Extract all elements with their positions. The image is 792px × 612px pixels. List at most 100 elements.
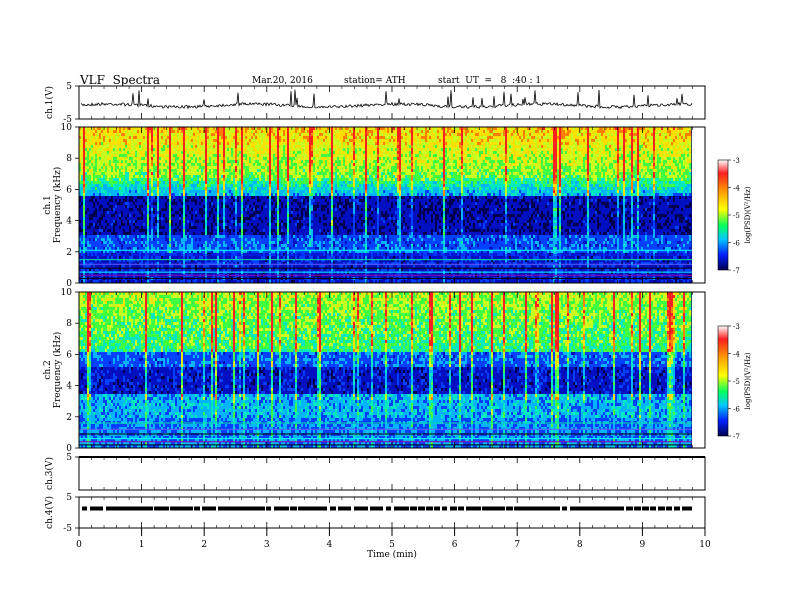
x-tick-label: 2 (201, 540, 207, 550)
ch4-trace-segment (570, 506, 578, 511)
ch4-trace-segment (482, 506, 491, 511)
ch1-spectrogram-panel (78, 126, 706, 284)
ch4-trace-segment (346, 506, 351, 511)
colorbar-label: log(PSD)(V²/Hz) (744, 352, 752, 409)
ch4-trace-segment (322, 506, 327, 511)
ch4-trace-segment (226, 506, 235, 511)
ch4-trace-segment (258, 506, 265, 511)
ch4-trace-segment (450, 506, 457, 511)
colorbar-label: log(PSD)(V²/Hz) (744, 186, 752, 243)
ch4-trace-segment (282, 506, 289, 511)
ch4-trace-segment (154, 506, 162, 511)
y-axis-label: ch.1(V) (44, 86, 55, 119)
ch4-trace-segment (410, 506, 417, 511)
colorbar-gradient (717, 325, 729, 437)
ch4-trace-segment (618, 506, 624, 511)
ch4-trace-segment (362, 506, 368, 511)
ch4-trace-segment (466, 506, 474, 511)
y-tick-label: 5 (66, 493, 72, 503)
colorbar-tick-label: -3 (733, 323, 740, 331)
y-axis-label: Frequency (kHz) (52, 332, 63, 409)
y-tick-label: 4 (66, 217, 72, 227)
y-tick-label: 4 (66, 382, 72, 392)
ch4-trace-segment (194, 506, 200, 511)
ch4-trace-segment (218, 506, 226, 511)
ch4-trace-segment (586, 506, 595, 511)
ch4-trace-segment (306, 506, 314, 511)
ch4-trace-segment (394, 506, 402, 511)
ch4-trace-segment (114, 506, 122, 511)
y-tick-label: 10 (61, 288, 73, 298)
ch4-trace-segment (634, 506, 641, 511)
ch2-colorbar: -3 -4 -5 -6 -7 log(PSD)(V²/Hz) (717, 323, 752, 441)
colorbar-tick-label: -3 (733, 157, 740, 165)
x-tick-label: 7 (514, 540, 520, 550)
ch4-trace-segment (178, 506, 186, 511)
colorbar-tick-label: -5 (733, 212, 740, 220)
station-label: station= ATH (344, 76, 406, 86)
ch4-trace-segment (146, 506, 153, 511)
ch4-trace-segment (658, 506, 665, 511)
ch4-trace-segment (162, 506, 169, 511)
ch4-trace-segment (642, 506, 649, 511)
ch4-trace-segment (314, 506, 323, 511)
x-tick-label: 6 (452, 540, 458, 550)
ch1-colorbar: -3 -4 -5 -6 -7 log(PSD)(V²/Hz) (717, 157, 752, 275)
ch4-waveform-trace (82, 506, 692, 511)
ch4-trace-segment (250, 506, 259, 511)
y-axis-label: Frequency (kHz) (52, 167, 63, 244)
x-tick-label: 8 (577, 540, 583, 550)
ch4-trace-segment (554, 506, 560, 511)
ch1-waveform-trace (80, 89, 693, 110)
ch4-trace-segment (546, 506, 555, 511)
ch4-trace-segment (378, 506, 383, 511)
ch4-trace-segment (562, 506, 567, 511)
colorbar-tick-label: -6 (733, 240, 740, 248)
date-label: Mar.20, 2016 (252, 76, 313, 86)
ch4-trace-segment (498, 506, 505, 511)
ch4-trace-segment (90, 506, 99, 511)
ch4-trace-segment (666, 506, 672, 511)
ch4-trace-segment (370, 506, 378, 511)
ch4-trace-segment (418, 506, 425, 511)
x-axis-label: Time (min) (367, 549, 417, 560)
ch4-trace-segment (106, 506, 114, 511)
ch4-trace-segment (594, 506, 602, 511)
ch4-trace-segment (578, 506, 586, 511)
ch4-trace-segment (610, 506, 618, 511)
y-tick-label: 0 (66, 444, 72, 454)
y-tick-label: 10 (61, 123, 73, 133)
colorbar-tick-label: -7 (733, 433, 740, 441)
chart-title: VLF Spectra (80, 73, 160, 87)
x-tick-label: 10 (699, 540, 711, 550)
ch4-trace-segment (674, 506, 680, 511)
y-tick-label: 2 (66, 248, 72, 258)
ch4-trace-segment (202, 506, 210, 511)
y-tick-label: -5 (63, 524, 72, 534)
y-tick-label: 8 (66, 154, 72, 164)
panel-channel-label: ch.2 (43, 360, 53, 379)
x-axis: 0 1 2 3 4 5 6 7 8 9 10 (76, 86, 711, 550)
ch4-trace-segment (538, 506, 546, 511)
x-tick-label: 4 (327, 540, 333, 550)
colorbar-tick-label: -4 (733, 185, 740, 193)
colorbar-gradient (717, 159, 729, 271)
ch4-trace-segment (290, 506, 297, 511)
ch4-trace-segment (490, 506, 499, 511)
x-tick-label: 0 (76, 540, 82, 550)
y-tick-label: 6 (66, 185, 72, 195)
y-tick-label: 6 (66, 350, 72, 360)
ch4-trace-segment (682, 506, 691, 511)
y-tick-label: 5 (66, 453, 72, 463)
ch4-trace-segment (298, 506, 306, 511)
y-tick-label: 5 (66, 82, 72, 92)
ch4-trace-segment (82, 506, 87, 511)
ch2-spectrogram-image (79, 292, 705, 449)
ch4-trace-segment (98, 506, 103, 511)
ch4-trace-segment (186, 506, 193, 511)
ch4-trace-segment (242, 506, 250, 511)
ch4-trace-segment (138, 506, 146, 511)
ch4-trace-segment (234, 506, 242, 511)
